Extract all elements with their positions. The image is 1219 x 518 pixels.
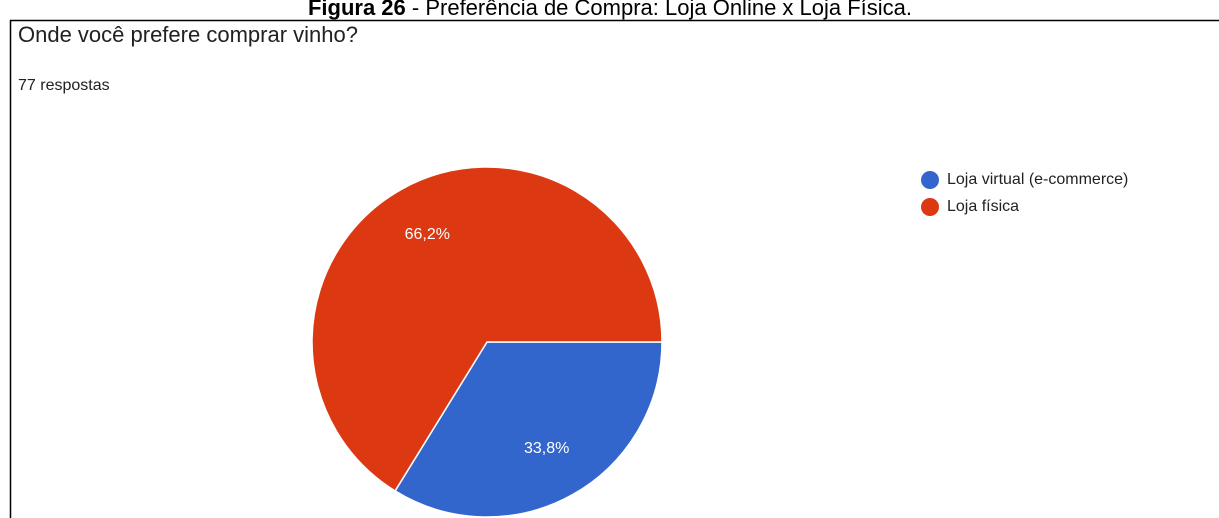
legend-label: Loja virtual (e-commerce) [947,171,1128,188]
figure-caption: Figura 26 - Preferência de Compra: Loja … [308,0,912,20]
legend-swatch [921,171,939,189]
caption-text: - Preferência de Compra: Loja Online x L… [406,0,912,20]
legend-label: Loja física [947,198,1019,215]
slice-label: 33,8% [524,440,569,457]
chart-title: Onde você prefere comprar vinho? [18,22,358,47]
chart-subtitle: 77 respostas [18,77,110,94]
legend-swatch [921,198,939,216]
pie-slice [311,166,663,492]
frame [9,19,1219,518]
pie-slice [394,341,663,518]
caption-label: Figura 26 [308,0,406,20]
slice-label: 66,2% [405,226,450,243]
